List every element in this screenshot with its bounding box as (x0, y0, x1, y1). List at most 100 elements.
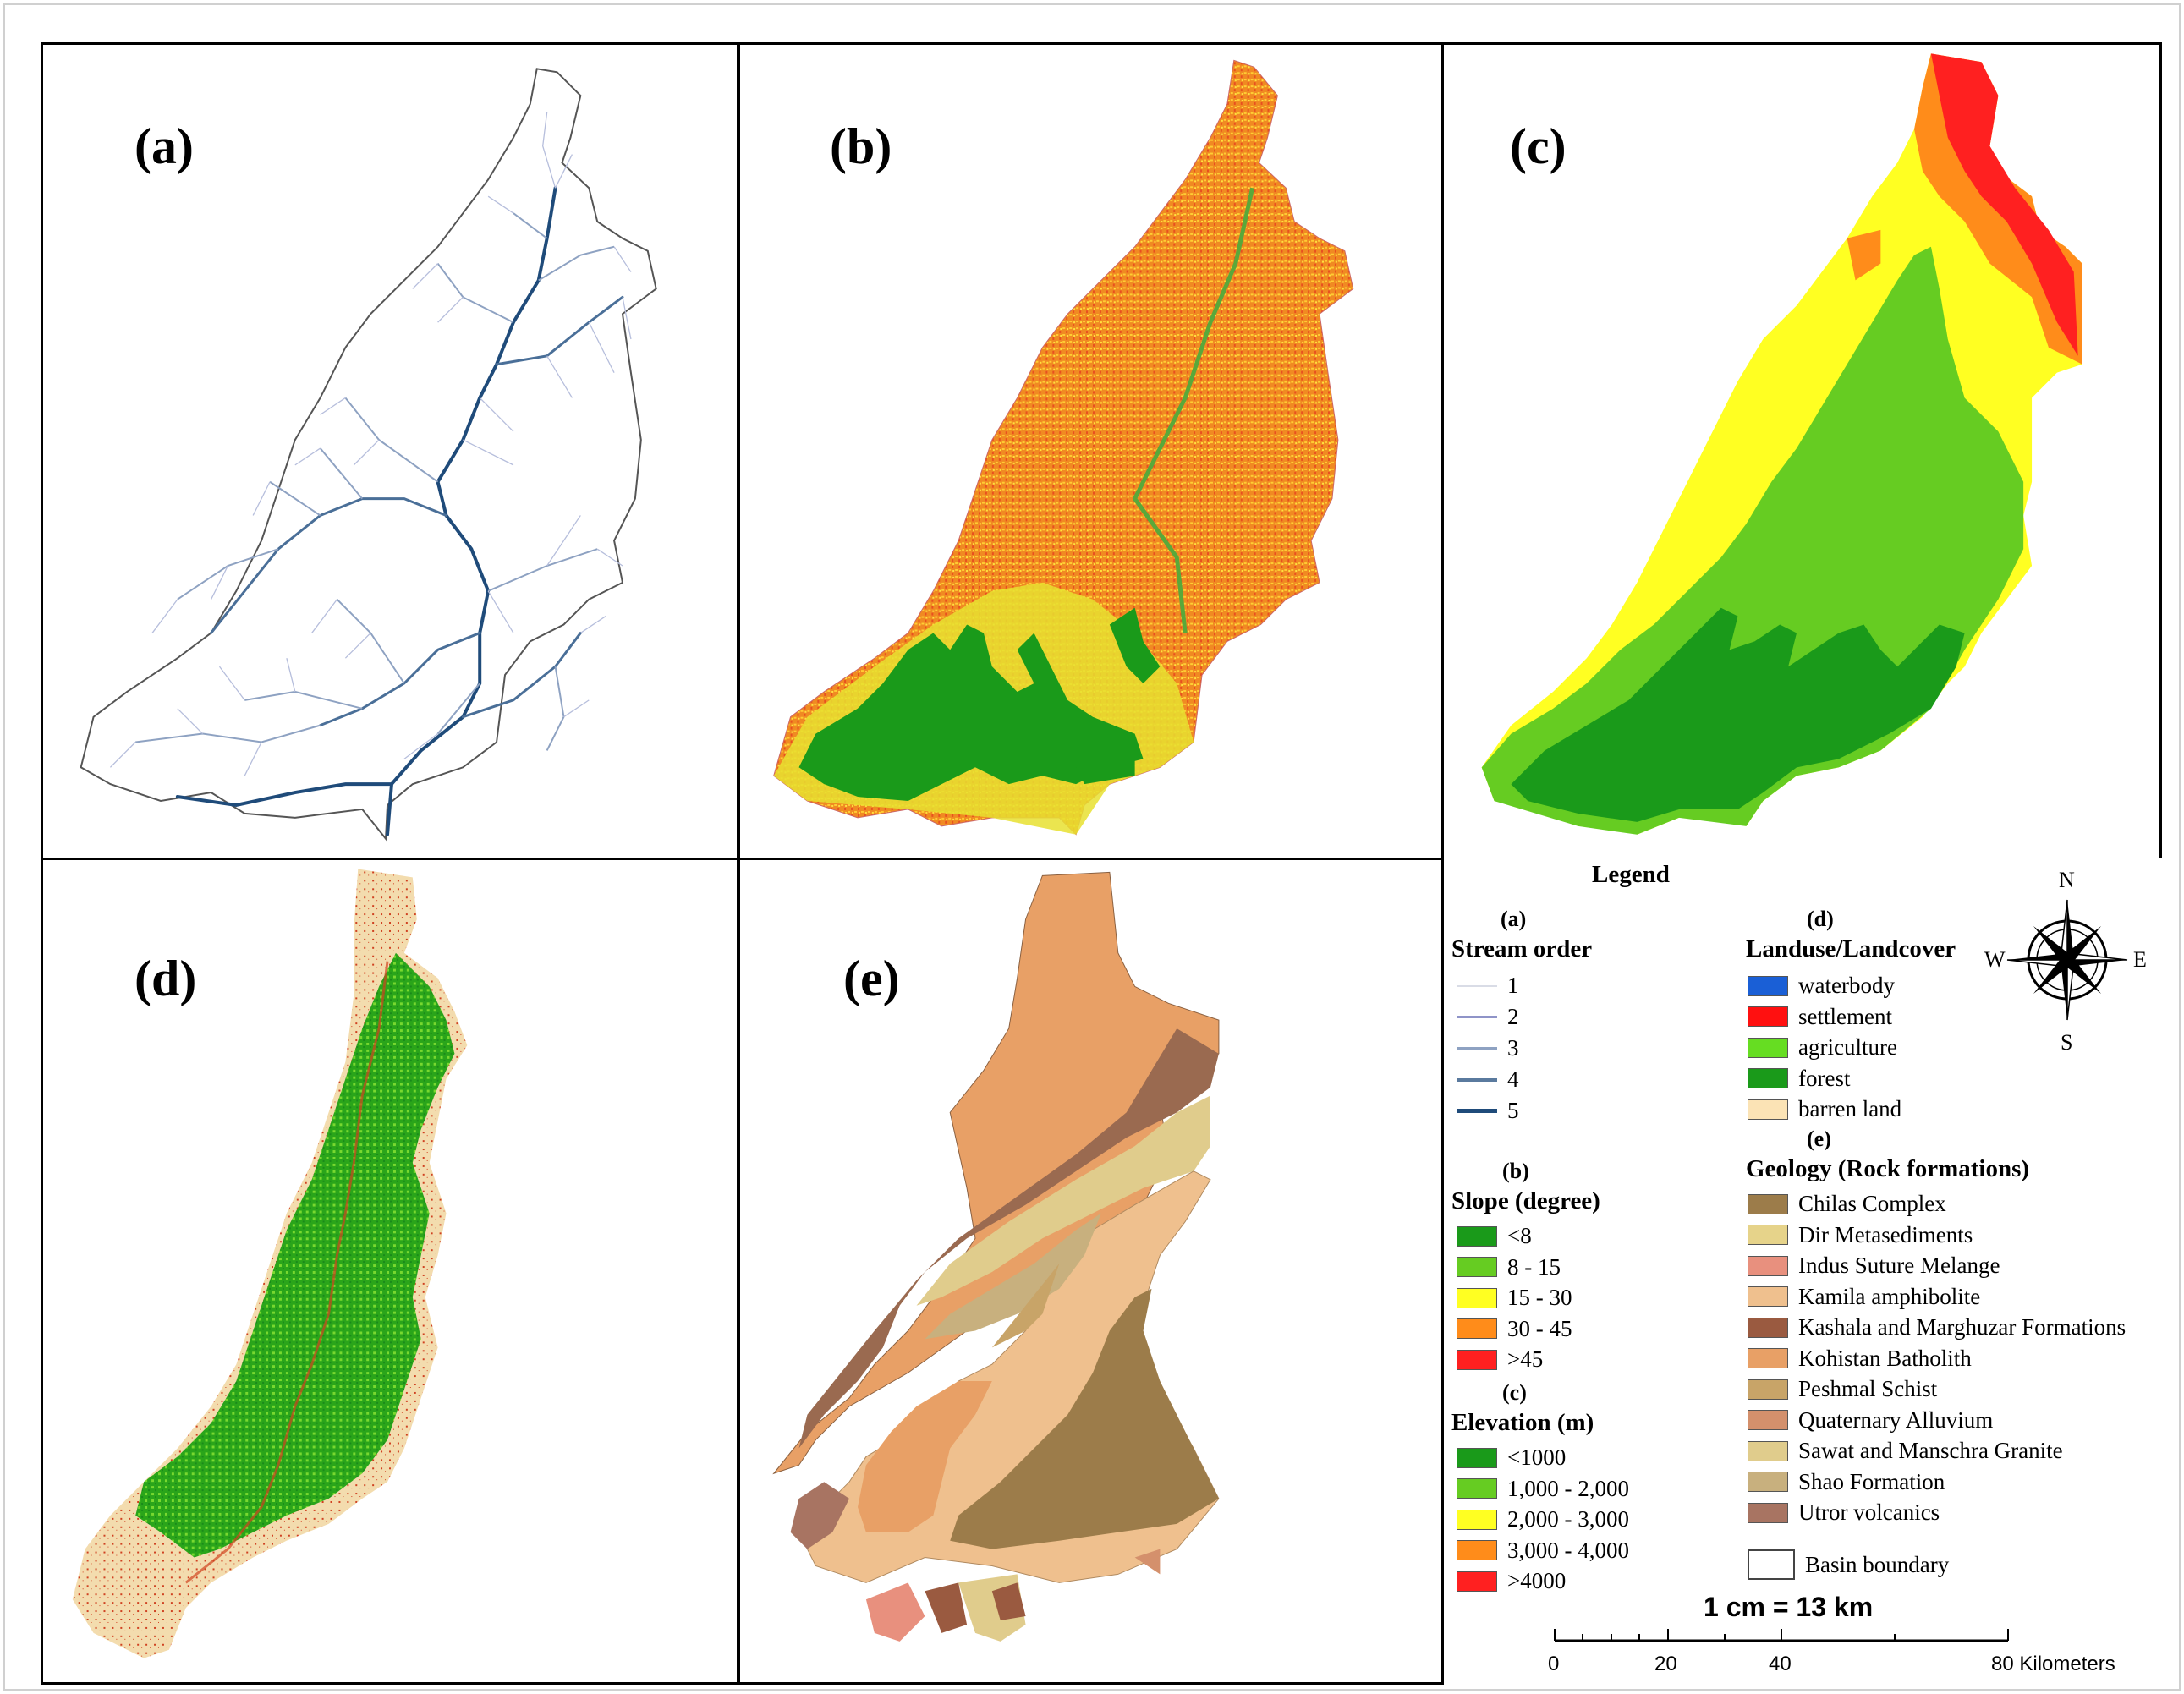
scale-tick-80: 80 Kilometers (1991, 1653, 2115, 1675)
elevation-swatch (1457, 1509, 1497, 1530)
elevation-label: >4000 (1507, 1568, 1567, 1593)
elevation-swatch (1457, 1571, 1497, 1592)
elevation-class-3000-4000 (1847, 229, 1881, 281)
landuse-label: settlement (1798, 1003, 1892, 1029)
landuse-swatch (1748, 1099, 1788, 1120)
panel-d-label: (d) (134, 951, 197, 1006)
geology-swatch (1748, 1225, 1788, 1245)
stream-order-item: 4 (1457, 1066, 1519, 1093)
stream-order-item: 1 (1457, 973, 1519, 999)
landuse-map (72, 869, 468, 1658)
geology-label: Kohistan Batholith (1798, 1345, 1972, 1371)
stream-network-map (80, 68, 657, 842)
valley-line (1132, 187, 1255, 633)
scale-title: 1 cm = 13 km (1704, 1592, 1874, 1622)
slope-label: 8 - 15 (1507, 1253, 1561, 1280)
landuse-swatch (1748, 1068, 1788, 1088)
geology-item: Shao Formation (1748, 1469, 1945, 1495)
elevation-item: 3,000 - 4,000 (1457, 1538, 1629, 1564)
geology-item: Kohistan Batholith (1748, 1346, 1972, 1372)
scale-tick-20: 20 (1654, 1653, 1677, 1675)
geology-item: Indus Suture Melange (1748, 1253, 2000, 1279)
compass-rose-icon (2006, 899, 2128, 1021)
panel-b-label: (b) (830, 118, 892, 174)
settlement-trace (184, 961, 389, 1584)
panel-a-label: (a) (134, 118, 194, 174)
elevation-item: 1,000 - 2,000 (1457, 1476, 1629, 1502)
compass-s: S (2061, 1030, 2073, 1055)
landuse-item: agriculture (1748, 1034, 1897, 1061)
legend-landuse-tag: (d) (1807, 907, 1834, 931)
legend-stream-heading: Stream order (1451, 935, 1593, 962)
geology-swatch (1748, 1472, 1788, 1492)
landuse-label: barren land (1798, 1096, 1902, 1121)
elevation-label: 1,000 - 2,000 (1507, 1475, 1629, 1501)
landuse-swatch (1748, 975, 1788, 996)
legend-elevation-heading: Elevation (m) (1451, 1409, 1594, 1436)
geology-item: Dir Metasediments (1748, 1222, 1973, 1248)
elevation-class-lt1000 (1511, 607, 1965, 822)
geology-utror-volcanics (790, 1482, 850, 1549)
geology-label: Peshmal Schist (1798, 1376, 1938, 1401)
legend-geology-heading: Geology (Rock formations) (1746, 1155, 2030, 1182)
elevation-label: 2,000 - 3,000 (1507, 1506, 1629, 1532)
geology-swatch (1748, 1255, 1788, 1276)
stream-order-swatch (1457, 1047, 1497, 1050)
slope-class-lt8 (1076, 759, 1135, 785)
panel-a-stream-order: (a) (41, 42, 739, 861)
elevation-item: 2,000 - 3,000 (1457, 1506, 1629, 1532)
stream-order-item: 3 (1457, 1035, 1519, 1061)
elevation-item: >4000 (1457, 1568, 1566, 1594)
landuse-label: agriculture (1798, 1034, 1897, 1060)
stream-order-item: 5 (1457, 1098, 1519, 1124)
slope-swatch (1457, 1287, 1497, 1308)
geology-indus-suture-melange (865, 1582, 925, 1642)
slope-label: 30 - 45 (1507, 1315, 1572, 1341)
geology-swatch (1748, 1440, 1788, 1461)
geology-kashala-marghuzar (925, 1582, 968, 1633)
elevation-class-gt4000 (1930, 53, 2078, 356)
panel-e-geology: (e) (738, 858, 1445, 1685)
geology-sawat-manschra (916, 1095, 1210, 1306)
geology-label: Dir Metasediments (1798, 1221, 1973, 1247)
legend-geology-tag: (e) (1807, 1127, 1831, 1151)
geology-label: Quaternary Alluvium (1798, 1406, 1994, 1433)
panel-e-label: (e) (843, 951, 900, 1006)
stream-order-label: 3 (1507, 1035, 1519, 1061)
stream-order-swatch (1457, 1077, 1497, 1082)
geology-quaternary-alluvium (1134, 1549, 1161, 1575)
figure-frame: (a) (b) (3, 3, 2181, 1691)
geology-shao-formation (925, 1213, 1101, 1340)
legend-landuse-heading: Landuse/Landcover (1746, 935, 1956, 962)
panel-c-label: (c) (1510, 118, 1567, 174)
panel-b-slope: (b) (738, 42, 1445, 861)
legend-stream-tag: (a) (1501, 907, 1527, 931)
geology-item: Kamila amphibolite (1748, 1284, 1980, 1310)
landuse-swatch (1748, 1037, 1788, 1058)
elevation-map (1481, 53, 2082, 835)
geology-label: Chilas Complex (1798, 1191, 1946, 1216)
geology-label: Sawat and Manschra Granite (1798, 1438, 2063, 1463)
geology-swatch (1748, 1379, 1788, 1400)
slope-item: 30 - 45 (1457, 1316, 1572, 1342)
compass-rose: N S W E (1984, 868, 2147, 1055)
panel-c-elevation: (c) (1441, 42, 2162, 861)
stream-order-swatch (1457, 1016, 1497, 1018)
geology-swatch (1748, 1502, 1788, 1523)
slope-class-lt8 (798, 624, 1144, 802)
geology-label: Indus Suture Melange (1798, 1253, 2000, 1278)
legend-slope-tag: (b) (1502, 1159, 1529, 1183)
landuse-item: waterbody (1748, 973, 1895, 999)
slope-swatch (1457, 1318, 1497, 1339)
geology-label: Kamila amphibolite (1798, 1283, 1981, 1309)
stream-order-label: 2 (1507, 1004, 1519, 1029)
elevation-swatch (1457, 1540, 1497, 1560)
legend-panel (1441, 858, 2162, 1685)
landuse-forest-agriculture (135, 952, 455, 1558)
geology-item: Peshmal Schist (1748, 1376, 1937, 1402)
slope-label: 15 - 30 (1507, 1285, 1572, 1310)
stream-order-5 (175, 782, 393, 807)
compass-w: W (1984, 947, 2006, 972)
geology-kohistan-batholith (772, 871, 1220, 1475)
slope-map (773, 59, 1354, 836)
